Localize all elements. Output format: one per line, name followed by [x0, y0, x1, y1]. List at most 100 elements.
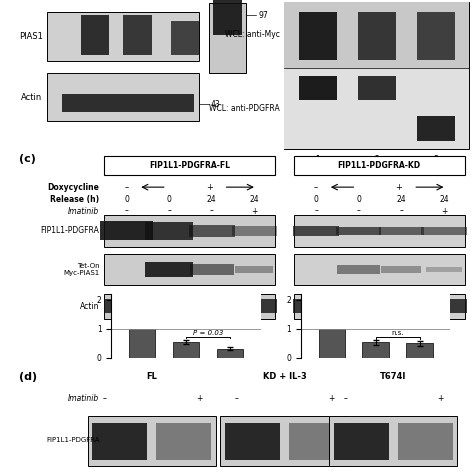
Text: 0: 0	[314, 195, 319, 204]
Bar	[319, 329, 345, 358]
Text: FIP1L1-PDGFRA: FIP1L1-PDGFRA	[41, 227, 100, 236]
Bar	[220, 416, 348, 465]
Text: KD + IL-3: KD + IL-3	[263, 372, 306, 381]
Bar	[284, 1, 469, 149]
Bar	[406, 343, 433, 358]
Bar	[426, 266, 462, 273]
Bar	[104, 156, 275, 174]
Text: Actin: Actin	[80, 301, 100, 310]
Bar	[217, 348, 243, 358]
Text: 97: 97	[258, 11, 268, 19]
Text: 43: 43	[211, 100, 221, 109]
Text: –: –	[400, 207, 403, 216]
Bar	[104, 254, 275, 285]
Text: –: –	[210, 207, 214, 216]
Text: +: +	[328, 394, 335, 403]
Bar	[81, 15, 109, 55]
Text: Actin: Actin	[21, 92, 43, 101]
Text: PIAS1: PIAS1	[19, 32, 43, 41]
Text: –: –	[357, 207, 361, 216]
Text: 3: 3	[434, 155, 438, 164]
Bar	[104, 293, 275, 319]
Text: –: –	[125, 207, 128, 216]
Text: Imatinib: Imatinib	[68, 207, 100, 216]
Bar	[299, 12, 337, 60]
Bar	[189, 299, 235, 313]
Bar	[146, 222, 193, 239]
Text: WCL: anti-Myc: WCL: anti-Myc	[225, 30, 280, 39]
Bar	[173, 342, 199, 358]
Bar	[379, 299, 424, 313]
Bar	[379, 227, 424, 235]
Bar	[146, 262, 193, 277]
Text: 24: 24	[250, 195, 259, 204]
Text: FL: FL	[146, 372, 157, 381]
Bar	[358, 12, 396, 60]
Bar	[156, 423, 211, 460]
Bar	[232, 226, 277, 236]
Bar	[398, 423, 453, 460]
Text: P = 0.03: P = 0.03	[193, 330, 223, 336]
Text: 24: 24	[397, 195, 406, 204]
Bar	[337, 265, 380, 274]
Bar	[146, 299, 192, 313]
Text: –: –	[314, 182, 318, 191]
Text: Tet-On
Myc-PIAS1: Tet-On Myc-PIAS1	[64, 263, 100, 276]
Bar	[294, 293, 465, 319]
Bar	[47, 73, 199, 121]
Text: (c): (c)	[19, 154, 36, 164]
Bar	[129, 329, 155, 358]
Text: WCL: anti-PDGFRA: WCL: anti-PDGFRA	[209, 104, 280, 113]
Bar	[382, 266, 421, 273]
Bar	[363, 342, 389, 358]
Bar	[47, 12, 199, 61]
Text: +: +	[206, 182, 213, 191]
Bar	[421, 299, 467, 313]
Text: 1: 1	[315, 155, 320, 164]
Text: n.s.: n.s.	[392, 330, 404, 337]
Text: +: +	[438, 394, 444, 403]
Text: (d): (d)	[19, 372, 37, 382]
Text: 0: 0	[124, 195, 129, 204]
Bar	[171, 21, 199, 55]
Bar	[209, 3, 246, 73]
Bar	[421, 228, 467, 235]
Text: 0: 0	[356, 195, 361, 204]
Bar	[225, 423, 280, 460]
Bar	[190, 264, 234, 275]
Text: +: +	[396, 182, 402, 191]
Bar	[417, 116, 455, 141]
Bar	[358, 76, 396, 100]
Bar	[289, 423, 344, 460]
Bar	[294, 254, 465, 285]
Bar	[189, 225, 235, 237]
Text: T674I: T674I	[380, 372, 407, 381]
Text: 0: 0	[167, 195, 172, 204]
Text: –: –	[235, 394, 239, 403]
Bar	[213, 0, 242, 35]
Bar	[284, 68, 469, 149]
Bar	[334, 423, 389, 460]
Bar	[88, 416, 216, 465]
Text: Imatinib: Imatinib	[68, 394, 100, 403]
Text: –: –	[102, 394, 106, 403]
Bar	[100, 221, 153, 240]
Text: –: –	[167, 207, 171, 216]
Text: Doxycycline: Doxycycline	[48, 182, 100, 191]
Text: –: –	[124, 182, 128, 191]
Bar	[329, 416, 457, 465]
Bar	[336, 227, 382, 235]
Text: Release (h): Release (h)	[50, 195, 100, 204]
Bar	[293, 226, 339, 236]
Bar	[104, 215, 275, 246]
Bar	[62, 94, 194, 112]
Text: –: –	[344, 394, 348, 403]
Bar	[336, 299, 382, 313]
Text: 24: 24	[207, 195, 217, 204]
Text: 24: 24	[439, 195, 449, 204]
Text: FIP1L1-PDGFRA: FIP1L1-PDGFRA	[46, 437, 100, 443]
Text: +: +	[196, 394, 202, 403]
Text: FIP1L1-PDGFRA-FL: FIP1L1-PDGFRA-FL	[149, 161, 230, 170]
Bar	[294, 156, 465, 174]
Text: FIP1L1-PDGFRA-KD: FIP1L1-PDGFRA-KD	[337, 161, 421, 170]
